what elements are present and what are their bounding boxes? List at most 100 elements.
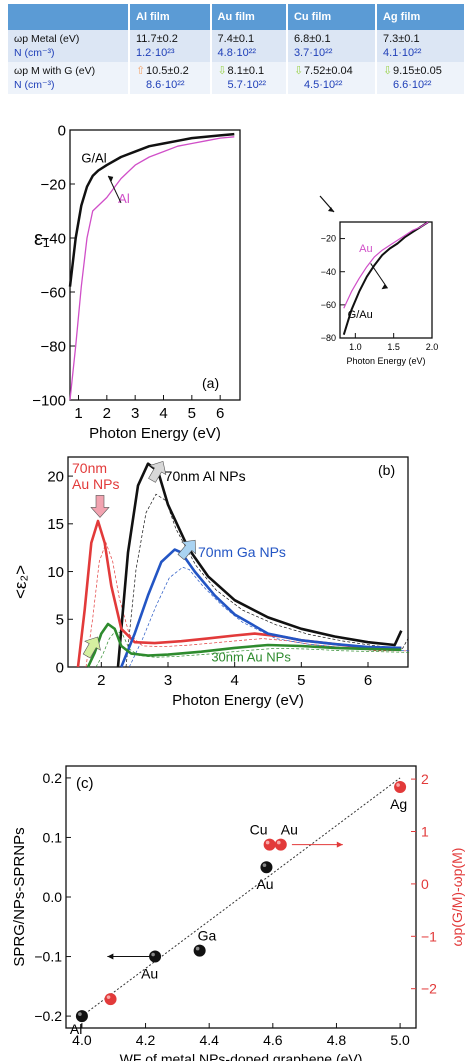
y-tick-label: 15 [47, 516, 64, 533]
y-right-tick-label: −2 [421, 981, 437, 997]
x-tick-label: 4.8 [327, 1032, 347, 1048]
point-highlight [276, 840, 281, 845]
series-line [343, 221, 429, 309]
arrow-down-icon: ⇩ [293, 65, 304, 77]
arrow-down-icon: ⇩ [382, 65, 393, 77]
row-label-main: ωp M with G (eV) [14, 65, 96, 77]
point-label: Ga [198, 928, 217, 944]
x-tick-label: 2.0 [426, 342, 439, 352]
y-tick-label: 0.0 [43, 889, 63, 905]
x-tick-label: 4.2 [136, 1032, 156, 1048]
cell-sub: 5.7·10²² [227, 79, 267, 91]
scatter-point [260, 861, 273, 874]
x-tick-label: 5.0 [390, 1032, 410, 1048]
x-tick-label: 6 [216, 405, 224, 422]
y-right-tick-label: 2 [421, 771, 429, 787]
panel-c-chart: 4.0 4.2 4.4 4.6 4.8 5.0 −0.2 −0.1 0.0 0.1 0.2 WF of… [11, 765, 465, 1061]
x-tick-label: 3 [164, 672, 172, 689]
series-line [116, 462, 403, 668]
x-tick-label: 1 [74, 405, 82, 422]
scatter-point [394, 780, 407, 793]
cell-sub: 4.5·10²² [303, 79, 343, 91]
y-tick-label: 0.1 [43, 829, 63, 845]
point-highlight [195, 946, 200, 951]
series-label-30nm-au: 30nm Au NPs [211, 649, 291, 664]
series-label-g-al: G/Al [81, 150, 106, 165]
y-tick-label: −20 [321, 234, 336, 244]
cell-main: 7.52±0.04 [303, 65, 353, 77]
x-tick-label: 5 [297, 672, 305, 689]
cell-main: 11.7±0.2 [136, 33, 178, 45]
table-header-cu: Cu film [286, 4, 377, 30]
panel-a-inset-chart: 1.0 1.5 2.0 −20 −40 −60 −80 Photon Energy (eV) A… [319, 195, 439, 366]
x-tick-label: 2 [97, 672, 105, 689]
y-tick-label: 5 [56, 612, 64, 629]
y-axis-label: SPRG/NPs-SPRNPs [11, 827, 28, 966]
x-tick-label: 1.0 [349, 342, 362, 352]
y-tick-label: −40 [41, 230, 66, 247]
au-peak-arrow-icon [90, 495, 110, 518]
table-cell: 7.4±0.1 4.8·10²² [210, 30, 288, 62]
plot-frame [67, 456, 409, 668]
point-highlight [265, 840, 270, 845]
panel-label: (b) [378, 462, 395, 478]
series-label-70nm-au-cont: Au NPs [72, 476, 119, 492]
cell-sub: 4.1·10²² [382, 47, 422, 59]
x-tick-label: 4.4 [199, 1032, 219, 1048]
y-tick-label: −20 [41, 176, 66, 193]
table-header-empty [8, 4, 130, 30]
au30-peak-arrow-icon [82, 636, 101, 659]
series-line [68, 132, 235, 287]
series-line [69, 136, 235, 401]
arrowhead-icon [381, 284, 388, 290]
point-label: Ag [390, 796, 407, 812]
panel-label: (c) [76, 775, 94, 792]
x-axis-label: Photon Energy (eV) [89, 425, 221, 442]
series-secondary-line [125, 493, 410, 668]
cell-main: 7.4±0.1 [217, 33, 255, 45]
table-header-al: Al film [129, 4, 212, 30]
arrow-icon [107, 175, 122, 204]
table-cell: 7.3±0.1 4.1·10²² [375, 30, 467, 62]
arrow-up-icon: ⇧ [136, 65, 146, 77]
properties-table: Al film Au film Cu film Ag film ωp Metal… [8, 4, 467, 122]
y-tick-label: −40 [321, 267, 336, 277]
x-tick-label: 6 [364, 672, 372, 689]
y-tick-label: 20 [47, 468, 64, 485]
row-label-main: ωp Metal (eV) [14, 33, 80, 45]
block-arrow-icon [90, 495, 110, 518]
row-label-sub: N (cm⁻³) [14, 79, 55, 91]
plot-frame [339, 221, 433, 339]
series-secondary-line [95, 630, 410, 668]
series-label-au: Au [359, 243, 372, 255]
x-tick-label: 4 [159, 405, 167, 422]
series-label-al: Al [118, 191, 130, 206]
table-row: ωp Metal (eV) N (cm⁻³) 11.7±0.2 1.2·10²³ … [8, 30, 467, 62]
series-label-70nm-ga: 70nm Ga NPs [198, 544, 286, 560]
series-line [86, 622, 402, 668]
table-header-au: Au film [210, 4, 288, 30]
x-tick-label: 2 [103, 405, 111, 422]
y-right-axis-label: ωp(G/M)-ωp(M) [449, 848, 465, 947]
y-axis-label: ε₁ [34, 228, 50, 250]
point-highlight [106, 995, 111, 999]
table-cell: ⇩9.15±0.05 6.6·10²² [375, 62, 467, 94]
row-label: ωp M with G (eV) N (cm⁻³) [8, 62, 130, 94]
x-tick-label: 4.6 [263, 1032, 283, 1048]
y-right-tick-label: −1 [421, 928, 437, 944]
y-tick-label: −0.2 [34, 1008, 62, 1024]
x-axis-label: Photon Energy (eV) [346, 356, 425, 366]
x-tick-label: 3 [131, 405, 139, 422]
y-tick-label: −100 [32, 392, 66, 409]
y-tick-label: −80 [321, 333, 336, 343]
table-header-row: Al film Au film Cu film Ag film [8, 4, 467, 30]
table-cell: 11.7±0.2 1.2·10²³ [129, 30, 212, 62]
y-right-tick-label: 0 [421, 876, 429, 892]
scatter-point [263, 838, 276, 851]
x-tick-label: 1.5 [387, 342, 400, 352]
arrowhead-icon [107, 953, 114, 960]
row-label: ωp Metal (eV) N (cm⁻³) [8, 30, 130, 62]
point-label: Au [141, 966, 158, 982]
point-highlight [262, 863, 267, 868]
cell-sub: 6.6·10²² [392, 79, 432, 91]
